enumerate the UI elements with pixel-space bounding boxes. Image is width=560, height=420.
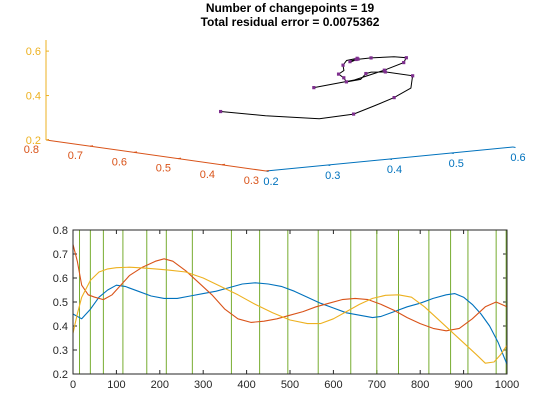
changepoint-marker-3d: [369, 56, 373, 60]
y-tick-label: 0.8: [53, 225, 68, 237]
changepoint-marker-3d: [383, 70, 387, 74]
changepoint-marker-3d: [342, 76, 346, 80]
y-tick-3d: [89, 145, 94, 147]
x-tick-3d: [389, 158, 393, 160]
y-tick-3d: [221, 163, 226, 166]
y-tick-label: 0.7: [53, 249, 68, 261]
y-tick-label-3d: 0.3: [244, 175, 259, 187]
changepoint-marker-3d: [312, 86, 316, 90]
x-tick-label: 900: [454, 379, 472, 391]
y-tick-label: 0.5: [53, 297, 68, 309]
y-tick-3d: [177, 157, 182, 160]
x-tick-label: 500: [281, 379, 299, 391]
series-line-blue: [72, 282, 508, 365]
y-tick-label: 0.6: [53, 273, 68, 285]
changepoint-marker-3d: [392, 96, 396, 100]
plot-frame: [72, 229, 508, 375]
z-tick-label-3d: 0.2: [26, 135, 41, 147]
z-tick-label-3d: 0.6: [26, 46, 41, 58]
series-line-orange: [72, 244, 508, 332]
y-tick-label-3d: 0.4: [200, 169, 215, 181]
x-tick-label: 100: [107, 379, 125, 391]
y-tick-label: 0.3: [53, 345, 68, 357]
figure-title-line-1: Number of changepoints = 19: [206, 1, 375, 15]
plot-area: [72, 229, 508, 375]
changepoint-marker-3d: [344, 80, 349, 84]
figure-title-line-2: Total residual error = 0.0075362: [201, 15, 380, 29]
y-tick-label-3d: 0.6: [112, 156, 127, 168]
changepoint-marker-3d: [411, 74, 415, 78]
x-tick-label: 800: [411, 379, 429, 391]
changepoint-marker-3d: [352, 112, 356, 116]
y-axis-3d: [45, 139, 267, 172]
x-tick-label: 200: [151, 379, 169, 391]
y-tick-3d: [265, 170, 270, 172]
x-tick-label: 300: [194, 379, 212, 391]
changepoint-marker-3d: [354, 57, 358, 62]
changepoint-marker-3d: [356, 57, 360, 61]
x-tick-3d: [512, 146, 516, 148]
x-tick-3d: [451, 152, 454, 154]
time-series-plot: 0.2 0.3 0.4 0.5 0.6 0.7 0.8 0 100 200 300 400 500 600…: [53, 225, 520, 391]
3d-trajectory-plot: 0.2 0.3 0.4 0.5 0.60.30.40.50.60.70.80.20.40…: [24, 40, 526, 188]
y-tick-label-3d: 0.5: [156, 163, 171, 175]
x-tick-label-3d: 0.2: [263, 176, 278, 188]
x-tick-label: 400: [237, 379, 255, 391]
x-tick-label: 0: [70, 379, 76, 391]
x-tick-label-3d: 0.5: [449, 158, 464, 170]
x-tick-label: 1000: [495, 379, 519, 391]
y-tick-label: 0.4: [53, 321, 68, 333]
series-line-yellow: [72, 266, 508, 364]
y-tick-label-3d: 0.8: [24, 144, 39, 156]
x-tick-3d: [327, 164, 331, 166]
x-tick-label: 600: [324, 379, 342, 391]
x-tick-label-3d: 0.3: [325, 170, 340, 182]
x-tick-label: 700: [368, 379, 386, 391]
changepoint-marker-3d: [336, 72, 341, 76]
changepoint-marker-3d: [348, 60, 352, 64]
y-tick-label: 0.2: [53, 369, 68, 381]
y-tick-label-3d: 0.7: [68, 150, 83, 162]
changepoint-marker-3d: [364, 71, 368, 76]
changepoint-marker-3d: [404, 56, 408, 60]
changepoint-marker-3d: [341, 63, 345, 67]
z-tick-label-3d: 0.4: [26, 91, 41, 103]
changepoint-marker-3d: [402, 60, 406, 65]
y-tick-3d: [133, 151, 138, 153]
changepoint-marker-3d: [219, 109, 223, 114]
x-tick-label-3d: 0.6: [510, 152, 525, 164]
x-tick-label-3d: 0.4: [387, 164, 402, 176]
changepoint-marker-3d: [382, 68, 386, 72]
trajectory-curve: [220, 56, 414, 120]
